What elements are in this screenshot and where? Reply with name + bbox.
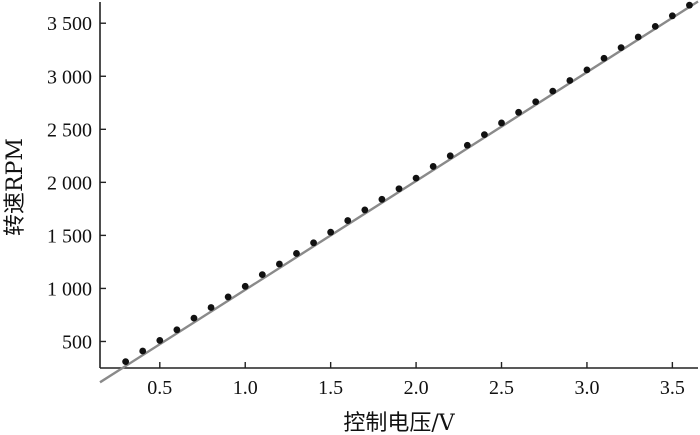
y-axis-ticks: 500 1 000 1 500 2 000 2 500 3 000 3 500	[47, 13, 106, 353]
plot-area	[99, 2, 698, 369]
data-point	[481, 131, 488, 139]
data-point	[293, 250, 300, 257]
data-point	[668, 12, 676, 20]
data-point	[310, 239, 317, 247]
data-point	[276, 260, 283, 268]
x-tick-label: 1.0	[233, 377, 258, 399]
data-point	[446, 152, 454, 160]
data-point	[139, 347, 147, 355]
data-point	[498, 119, 505, 127]
x-tick-label: 2.0	[404, 377, 429, 399]
x-axis-ticks: 0.5 1.0 1.5 2.0 2.5 3.0 3.5	[147, 362, 685, 399]
x-tick-label: 3.5	[660, 377, 685, 399]
data-point	[583, 66, 591, 74]
data-point	[686, 1, 693, 9]
data-point	[600, 54, 608, 62]
y-tick-label: 500	[62, 331, 92, 353]
data-point	[378, 195, 386, 203]
data-point	[156, 337, 164, 344]
data-point	[361, 206, 369, 214]
data-point	[395, 185, 403, 193]
data-point	[549, 87, 557, 95]
data-point	[241, 282, 249, 290]
data-point	[634, 33, 642, 41]
data-point	[429, 163, 437, 170]
y-tick-label: 1 500	[47, 225, 92, 247]
y-tick-label: 2 000	[47, 172, 92, 194]
data-point	[173, 326, 181, 334]
data-point	[617, 44, 625, 52]
data-point	[190, 314, 198, 322]
data-point	[327, 228, 335, 236]
data-point	[532, 98, 540, 106]
y-tick-label: 2 500	[47, 119, 92, 141]
data-point	[344, 217, 352, 224]
data-point	[515, 108, 522, 116]
y-tick-label: 1 000	[47, 278, 92, 300]
data-point	[224, 293, 232, 301]
x-tick-label: 2.5	[489, 377, 514, 399]
x-axis-title: 控制电压/V	[343, 411, 455, 435]
data-point	[412, 174, 420, 182]
data-point	[122, 358, 130, 366]
data-point	[258, 271, 266, 279]
data-points	[122, 1, 693, 366]
x-tick-label: 0.5	[147, 377, 172, 399]
data-point	[651, 23, 659, 30]
x-tick-label: 3.0	[574, 377, 599, 399]
y-axis-title: 转速RPM	[3, 138, 28, 236]
data-point	[207, 304, 215, 311]
y-tick-label: 3 000	[47, 66, 92, 88]
data-point	[566, 77, 574, 84]
x-tick-label: 1.5	[318, 377, 343, 399]
y-tick-label: 3 500	[47, 13, 92, 35]
data-point	[463, 141, 471, 149]
